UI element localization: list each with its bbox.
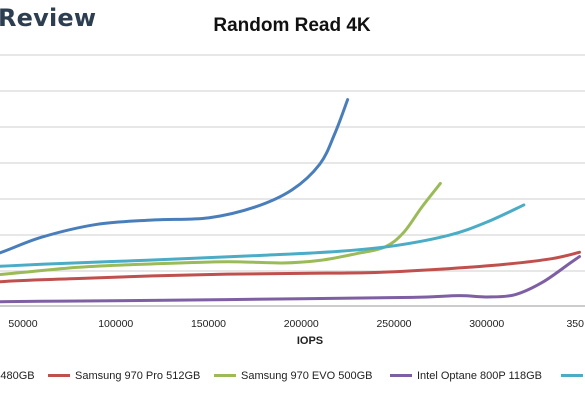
legend-label: Samsung 970 EVO 500GB [241,370,373,382]
x-tick-label: 100000 [98,318,133,330]
legend-item: Samsung 970 Pro 512GB [48,370,200,382]
legend-label: S 480GB [0,370,35,382]
x-tick-label: 150000 [191,318,226,330]
legend-item: S 480GB [0,370,35,382]
x-tick-label: 350 [566,318,584,330]
x-tick-label: 50000 [8,318,37,330]
legend-label: Intel Optane 800P 118GB [417,370,542,382]
gridlines [0,54,585,307]
series-line-t [0,203,526,268]
legend-swatch [214,373,236,377]
series-line-intel-optane-800p-118gb [0,255,581,304]
x-tick-labels: 50000 100000 150000 200000 250000 300000 350 [8,318,584,330]
x-tick-label: 250000 [376,318,411,330]
series-line-samsung-970-pro-512gb [0,250,581,284]
legend-label: Samsung 970 Pro 512GB [75,370,201,382]
legend-item: Samsung 970 EVO 500GB [214,370,372,382]
x-axis-label: IOPS [296,335,324,347]
logo-text: Review [0,4,97,32]
series-line-samsung-970-evo-500gb [0,181,442,277]
legend-item: T [561,370,585,382]
x-tick-label: 300000 [469,318,504,330]
series-line-480gb [0,98,350,255]
legend-swatch [390,373,412,377]
chart-title: Random Read 4K [213,15,371,36]
x-tick-label: 200000 [284,318,319,330]
series-lines [0,98,581,304]
legend-item: Intel Optane 800P 118GB [390,370,542,382]
legend-swatch [561,373,583,377]
legend-swatch [48,373,70,377]
